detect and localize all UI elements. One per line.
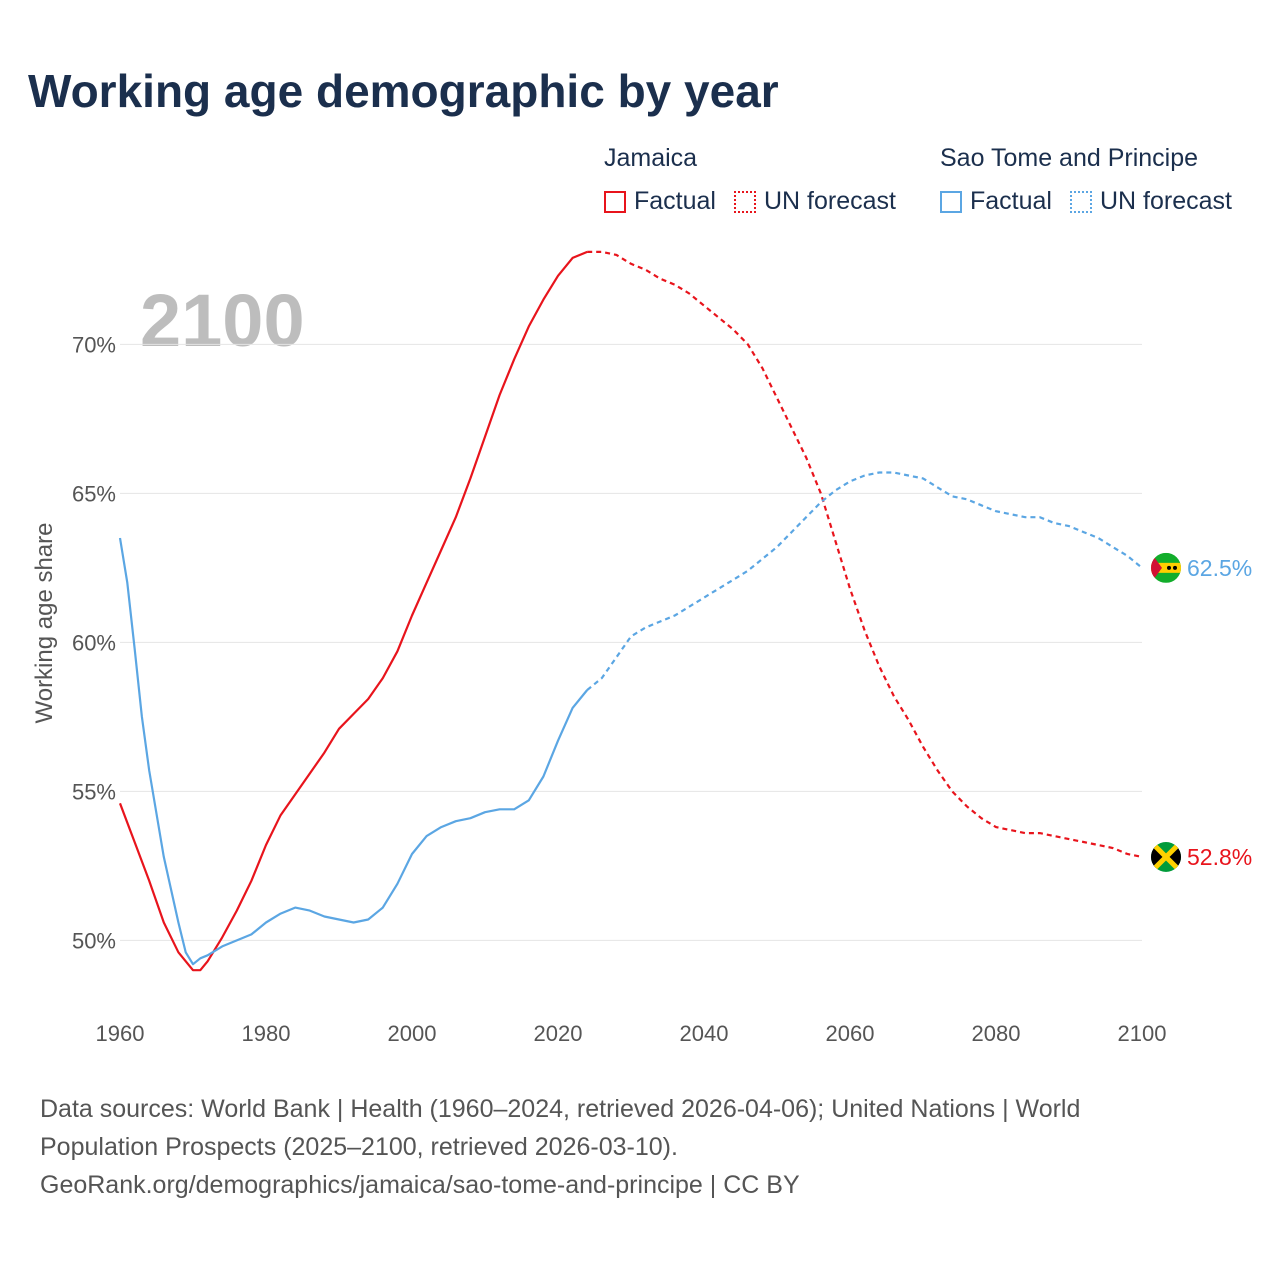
x-tick-label: 2060: [826, 1021, 875, 1046]
y-tick-label: 50%: [72, 928, 116, 953]
legend-swatch-solid-icon: [940, 190, 962, 213]
end-value-label: 62.5%: [1187, 555, 1252, 581]
series-line-forecast: [587, 250, 1143, 858]
legend-stp-forecast[interactable]: UN forecast: [1069, 187, 1232, 216]
legend-swatch-dotted-icon: [1069, 190, 1092, 213]
x-tick-label: 1960: [96, 1021, 145, 1046]
legend-swatch-dotted-icon: [733, 190, 756, 213]
legend-label: UN forecast: [1099, 187, 1232, 215]
series-line-factual: [118, 537, 589, 966]
legend-stp: Sao Tome and Principe Factual UN forecas…: [940, 144, 1250, 216]
y-tick-label: 70%: [72, 332, 116, 357]
x-tick-label: 2040: [680, 1021, 729, 1046]
x-tick-label: 2100: [1118, 1021, 1167, 1046]
sao-tome-and-principe-flag-icon: [1151, 552, 1181, 583]
chart-title: Working age demographic by year: [28, 65, 779, 117]
legend-jamaica-factual[interactable]: Factual: [604, 187, 716, 216]
y-axis-label: Working age share: [31, 523, 58, 724]
legend-jamaica: Jamaica Factual UN forecast: [604, 144, 914, 216]
x-tick-label: 2080: [972, 1021, 1021, 1046]
legend-label: Factual: [634, 187, 716, 215]
jamaica-flag-icon: [1151, 841, 1181, 872]
y-axis-ticks: 50% 55% 60% 65% 70%: [72, 332, 116, 953]
legend-label: UN forecast: [763, 187, 896, 215]
source-note: Data sources: World Bank | Health (1960–…: [40, 1090, 1220, 1204]
series-lines: [118, 250, 1143, 972]
y-tick-label: 65%: [72, 481, 116, 506]
series-line-forecast: [586, 471, 1143, 691]
source-line-1: Data sources: World Bank | Health (1960–…: [40, 1095, 1081, 1123]
x-tick-label: 2020: [534, 1021, 583, 1046]
end-markers: 52.8% 62.5%: [1151, 552, 1252, 872]
end-value-label: 52.8%: [1187, 844, 1252, 870]
series-line-factual: [118, 250, 588, 972]
x-tick-label: 2000: [388, 1021, 437, 1046]
legend-jamaica-forecast[interactable]: UN forecast: [733, 187, 896, 216]
x-tick-label: 1980: [242, 1021, 291, 1046]
source-line-2: Population Prospects (2025–2100, retriev…: [40, 1133, 678, 1161]
y-tick-label: 55%: [72, 779, 116, 804]
legend-stp-factual[interactable]: Factual: [940, 187, 1052, 216]
legend-swatch-solid-icon: [604, 190, 626, 213]
x-axis-ticks: 1960 1980 2000 2020 2040 2060 2080 2100: [96, 1021, 1167, 1046]
legend-heading-stp: Sao Tome and Principe: [940, 144, 1199, 172]
legend-heading-jamaica: Jamaica: [604, 144, 698, 172]
current-year-display: 2100: [140, 279, 305, 362]
gridlines: [120, 343, 1142, 941]
line-chart: 50% 55% 60% 65% 70% 1960 1980 2000 2020 2040 2060…: [31, 250, 1252, 1046]
y-tick-label: 60%: [72, 630, 116, 655]
source-link[interactable]: GeoRank.org/demographics/jamaica/sao-tom…: [40, 1171, 800, 1199]
legend-label: Factual: [970, 187, 1052, 215]
